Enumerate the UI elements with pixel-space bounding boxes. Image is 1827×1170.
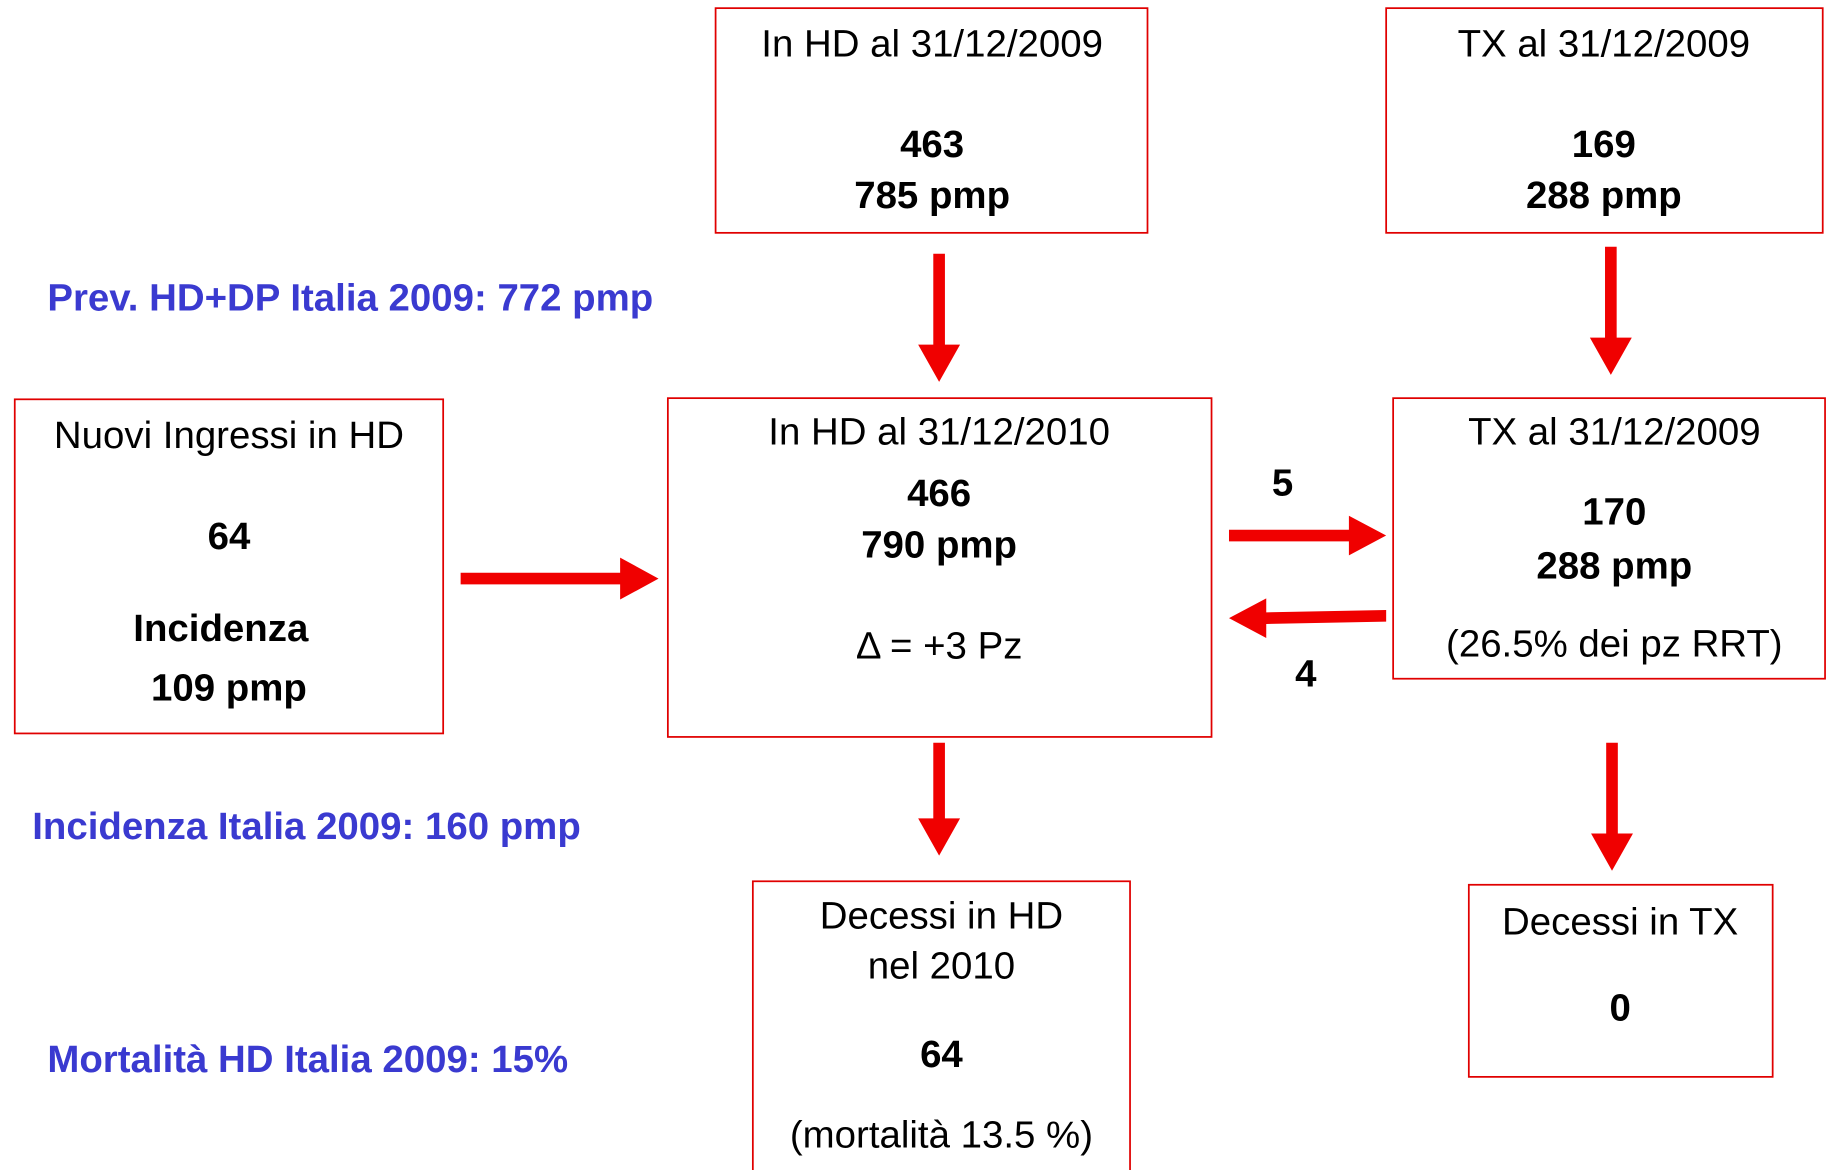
boxes xyxy=(13,7,1826,1170)
box-heading: Nuovi Ingressi in HD xyxy=(54,414,404,457)
box-value: 109 pmp xyxy=(151,666,307,709)
box-note: Δ = +3 Pz xyxy=(856,625,1023,668)
box-heading: TX al 31/12/2009 xyxy=(1458,23,1751,66)
box-value: 64 xyxy=(920,1033,963,1076)
box-note: (mortalità 13.5 %) xyxy=(790,1114,1093,1157)
box-value: 466 xyxy=(907,472,971,515)
box xyxy=(1392,397,1826,680)
box-value: 288 pmp xyxy=(1526,174,1682,217)
box-heading: In HD al 31/12/2010 xyxy=(768,410,1110,453)
box-value: 785 pmp xyxy=(854,174,1010,217)
box-value: 790 pmp xyxy=(861,523,1017,566)
arrow xyxy=(1228,598,1387,638)
box-note: (26.5% dei pz RRT) xyxy=(1446,622,1783,665)
arrow xyxy=(918,253,961,382)
box xyxy=(666,397,1213,738)
box xyxy=(13,398,445,735)
box-value: 288 pmp xyxy=(1536,544,1692,587)
flow-label: 5 xyxy=(1272,462,1293,505)
arrows xyxy=(460,246,1633,871)
arrow xyxy=(460,557,659,600)
arrow xyxy=(1228,515,1387,556)
box-value: 463 xyxy=(900,123,964,166)
box-value: Incidenza xyxy=(133,607,309,650)
arrow xyxy=(1589,246,1632,375)
notes: Prev. HD+DP Italia 2009: 772 pmp Inciden… xyxy=(32,276,653,1080)
box-value: 64 xyxy=(208,515,251,558)
note: Mortalità HD Italia 2009: 15% xyxy=(47,1038,568,1081)
box-value: 170 xyxy=(1582,491,1646,534)
box xyxy=(1467,883,1774,1078)
box xyxy=(714,7,1149,234)
note: Incidenza Italia 2009: 160 pmp xyxy=(32,805,581,848)
flow-label: 4 xyxy=(1295,653,1317,696)
box-value: 0 xyxy=(1609,987,1630,1030)
box-heading: TX al 31/12/2009 xyxy=(1468,410,1761,453)
box-heading: In HD al 31/12/2009 xyxy=(761,23,1103,66)
box xyxy=(751,880,1131,1170)
box-value: 169 xyxy=(1572,123,1636,166)
box-heading: Decessi in TX xyxy=(1502,900,1738,943)
box-heading: nel 2010 xyxy=(868,945,1015,988)
arrow xyxy=(918,742,961,856)
box-texts: In HD al 31/12/2009 463 785 pmp TX al 31… xyxy=(54,23,1783,1157)
note: Prev. HD+DP Italia 2009: 772 pmp xyxy=(47,276,653,319)
box xyxy=(1385,7,1824,234)
arrow xyxy=(1591,742,1633,871)
box-heading: Decessi in HD xyxy=(820,895,1063,938)
